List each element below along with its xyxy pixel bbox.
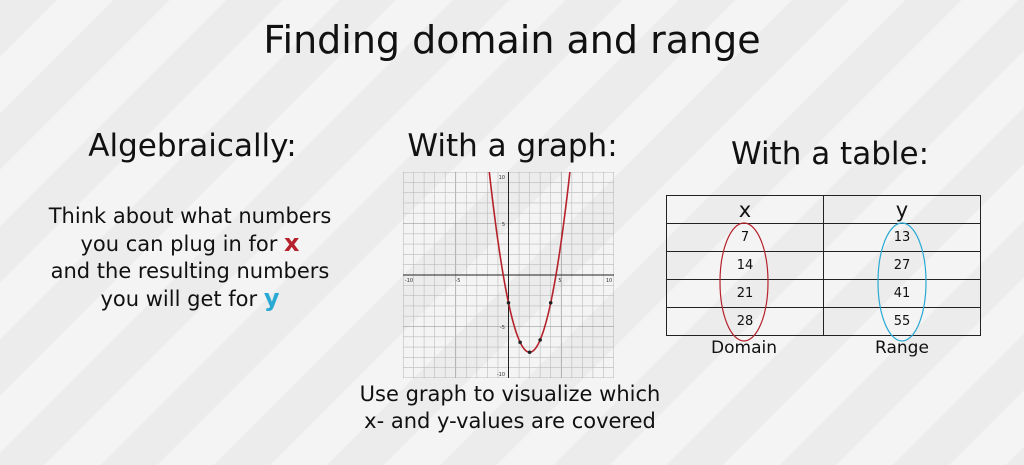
algebraic-line-3: and the resulting numbers: [50, 259, 330, 283]
table-header-row: x y: [666, 195, 981, 224]
parabola-graph: -10 -5 5 10 10 5 -5 -10: [403, 172, 614, 378]
x-cell: 14: [666, 251, 824, 280]
algebraic-line-4: you will get for y: [20, 285, 360, 313]
curve-point: [518, 340, 522, 345]
column-header-y: y: [823, 195, 981, 224]
algebraic-line-2-text: you can plug in for: [80, 232, 285, 256]
curve-point: [506, 301, 511, 305]
y-cell: 13: [823, 223, 981, 252]
column-header-x: x: [666, 195, 824, 224]
curve-point: [548, 301, 553, 305]
graph-caption: Use graph to visualize which x- and y-va…: [330, 381, 690, 435]
graph-heading: With a graph:: [407, 128, 618, 164]
x-symbol: x: [284, 229, 300, 257]
y-cell: 55: [823, 307, 981, 336]
x-cell: 7: [666, 223, 824, 252]
table-row: 7 13: [666, 223, 981, 252]
curve-point: [527, 350, 532, 355]
x-cell: 21: [666, 279, 824, 308]
graph-caption-line-1: Use graph to visualize which: [359, 382, 661, 406]
y-symbol: y: [263, 284, 280, 312]
table-row: 21 41: [666, 279, 981, 308]
table-heading: With a table:: [730, 136, 930, 172]
table-row: 14 27: [666, 251, 981, 280]
algebraic-line-2: you can plug in for x: [20, 230, 360, 258]
tick-label-y-5: 5: [502, 222, 505, 228]
xy-table: x y 7 13 14 27 21 41 28 55: [666, 195, 981, 336]
graph-caption-line-2: x- and y-values are covered: [364, 409, 656, 433]
tick-label-y-neg10: -10: [497, 372, 505, 378]
algebraically-heading: Algebraically:: [88, 128, 297, 164]
tick-label-x-5: 5: [558, 278, 561, 284]
tick-label-x-neg5: -5: [456, 278, 461, 284]
page-title: Finding domain and range: [263, 18, 761, 62]
x-cell: 28: [666, 307, 824, 336]
tick-label-x-neg10: -10: [405, 278, 413, 284]
algebraic-line-1: Think about what numbers: [48, 204, 332, 228]
domain-label: Domain: [711, 338, 777, 358]
tick-label-y-neg5: -5: [500, 325, 505, 331]
tick-label-y-10: 10: [499, 175, 505, 181]
y-cell: 41: [823, 279, 981, 308]
tick-label-x-10: 10: [606, 278, 612, 284]
range-label: Range: [875, 338, 929, 358]
algebraic-line-4-text: you will get for: [100, 287, 264, 311]
table-row: 28 55: [666, 307, 981, 336]
algebraic-explanation: Think about what numbers you can plug in…: [20, 203, 360, 313]
parabola-points: [506, 301, 553, 355]
curve-point: [538, 338, 542, 342]
y-cell: 27: [823, 251, 981, 280]
